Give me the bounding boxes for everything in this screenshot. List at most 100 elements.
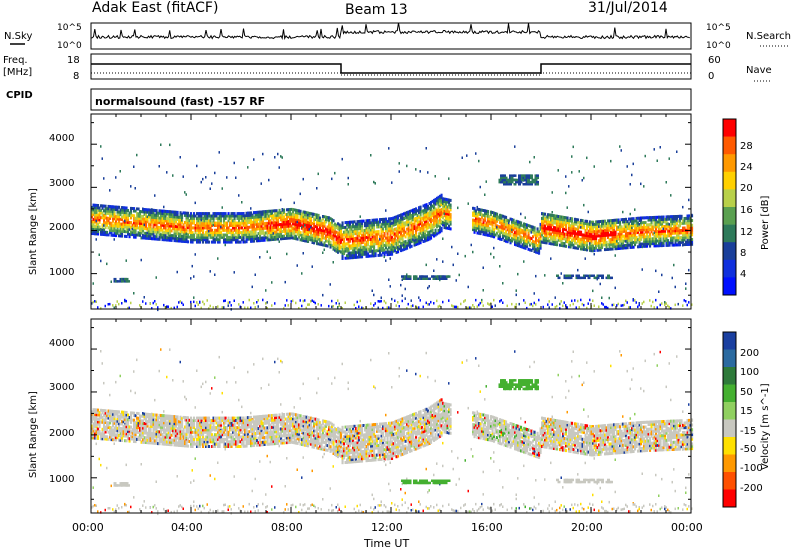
power-noise-point (154, 194, 156, 197)
power-cell (392, 230, 395, 234)
power-cell (413, 236, 416, 240)
power-cell (449, 215, 452, 219)
power-noise-point (511, 228, 513, 232)
power-cell (431, 204, 434, 208)
power-cell (613, 245, 616, 248)
power-cell (149, 232, 152, 236)
power-cell (179, 215, 182, 219)
power-clutter-point (193, 300, 195, 304)
noise-right-tick-low: 10^0 (706, 41, 731, 51)
power-cell (113, 229, 116, 233)
power-cell (251, 237, 254, 241)
power-cell (346, 223, 349, 227)
power-cell (587, 222, 590, 226)
power-cell (265, 212, 268, 216)
power-noise-point (371, 289, 373, 292)
power-cell (218, 231, 221, 235)
power-cell (688, 238, 691, 242)
power-cell (518, 225, 521, 229)
power-cell (365, 252, 368, 256)
power-noise-point (385, 209, 387, 212)
power-cell (118, 224, 121, 228)
power-cell (482, 209, 485, 212)
power-patch-cell (536, 180, 539, 184)
power-cell (100, 228, 103, 231)
power-cell (91, 213, 94, 216)
power-cell (379, 220, 382, 224)
power-cell (338, 247, 341, 251)
power-cell (605, 224, 608, 228)
power-cell (149, 210, 152, 214)
power-cell (623, 222, 626, 226)
power-cell (539, 244, 542, 248)
power-cell (626, 224, 629, 228)
power-cell (545, 236, 548, 240)
power-cell (271, 209, 274, 213)
power-cell (262, 226, 265, 230)
power-cell (445, 224, 448, 227)
power-clutter-point (155, 303, 157, 306)
power-noise-point (428, 285, 430, 288)
power-cell (442, 221, 445, 224)
power-cell (235, 221, 238, 225)
power-cell (191, 235, 194, 239)
power-cell (115, 219, 118, 223)
power-cell (92, 232, 95, 236)
power-clutter-point (493, 298, 495, 302)
power-cell (308, 235, 311, 239)
power-cell (608, 245, 611, 249)
power-cell (635, 228, 638, 232)
power-clutter-point (419, 299, 421, 302)
power-cell (259, 231, 262, 235)
power-cell (251, 227, 254, 231)
power-cell (235, 226, 238, 230)
power-clutter-point (292, 299, 294, 303)
power-cell (544, 226, 547, 230)
power-cell (631, 238, 634, 242)
power-cell (586, 246, 589, 249)
power-clutter-point (286, 299, 288, 302)
power-clutter-point (482, 304, 484, 307)
power-cell (442, 223, 445, 227)
power-cell (194, 231, 197, 235)
power-cell (392, 216, 395, 220)
power-cell (592, 230, 595, 234)
power-cell (176, 227, 179, 231)
power-cell (653, 218, 656, 222)
power-noise-point (388, 147, 390, 150)
power-cell (611, 233, 614, 237)
power-cell (547, 232, 550, 236)
power-cell (100, 230, 103, 234)
power-cell (109, 221, 112, 225)
power-cell (509, 217, 512, 221)
power-cell (484, 216, 487, 220)
power-cell (185, 225, 188, 229)
power-cell (532, 244, 535, 248)
power-cell (526, 225, 529, 229)
power-clutter-point (164, 306, 166, 309)
power-cell (194, 238, 197, 242)
power-cell (608, 221, 611, 225)
power-clutter-point (637, 305, 639, 309)
power-cell (445, 216, 448, 220)
power-cell (683, 217, 686, 220)
power-clutter-point (401, 299, 403, 303)
power-noise-point (194, 253, 196, 256)
power-cell (499, 216, 502, 220)
power-cell (430, 236, 433, 240)
power-cell (301, 236, 304, 240)
power-cell (551, 235, 554, 239)
power-cell (523, 234, 526, 238)
power-cell (311, 226, 314, 230)
power-cell (409, 212, 412, 216)
power-cell (389, 229, 392, 233)
power-cell (545, 229, 548, 233)
power-patch-cell (524, 178, 527, 182)
power-cell (257, 210, 260, 214)
power-cell (283, 237, 286, 240)
power-cell (521, 245, 524, 249)
power-cell (634, 228, 637, 232)
power-cell (473, 207, 476, 211)
power-cell (416, 216, 419, 220)
power-cell (239, 216, 242, 220)
